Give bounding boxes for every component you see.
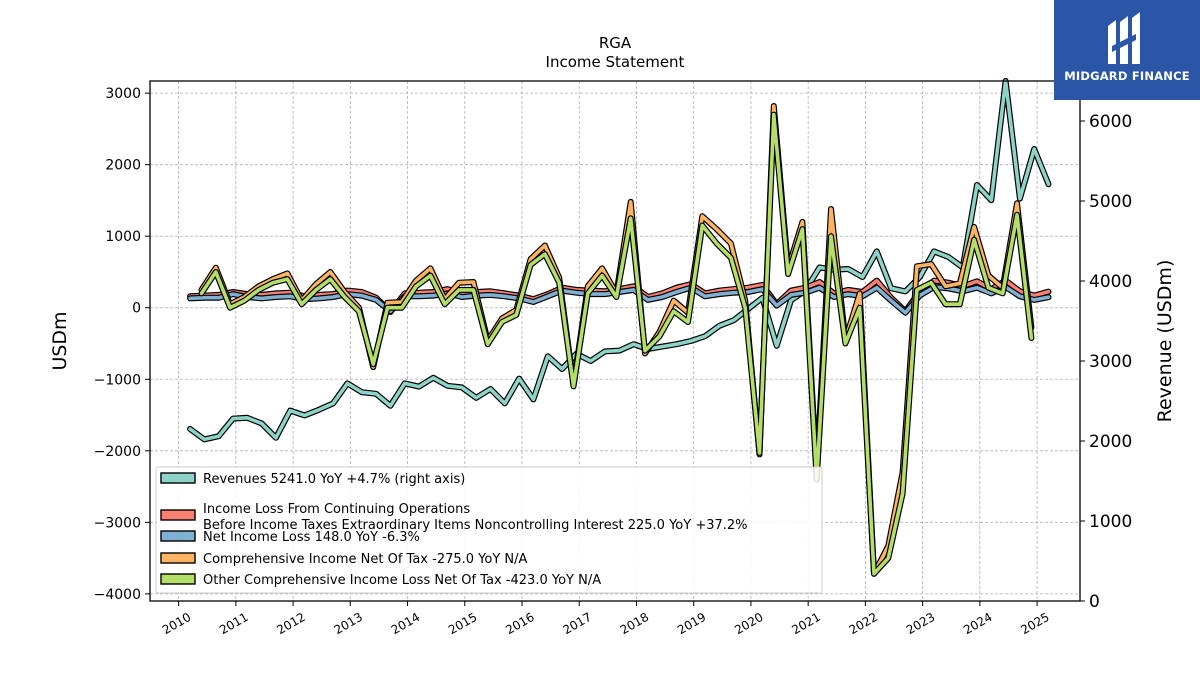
x-tick-label: 2022: [847, 610, 880, 637]
y-right-tick-label: 4000: [1089, 272, 1132, 292]
legend-label: Comprehensive Income Net Of Tax -275.0 Y…: [203, 552, 528, 567]
y-left-tick-label: −1000: [94, 372, 141, 388]
x-tick-label: 2020: [732, 610, 765, 637]
y-axis-right: 0 1000 2000 3000 4000 5000 6000: [1080, 112, 1132, 612]
x-tick-label: 2012: [274, 610, 307, 637]
y-left-tick-label: −2000: [94, 444, 141, 460]
y-axis-right-label: Revenue (USDm): [1154, 260, 1176, 423]
x-tick-label: 2018: [618, 610, 651, 637]
series-4: [198, 111, 1035, 577]
y-right-tick-label: 0: [1089, 592, 1100, 612]
legend-box: [155, 466, 823, 594]
x-tick-label: 2015: [446, 610, 479, 637]
series-0: [187, 78, 1052, 443]
series-line: [199, 112, 1034, 576]
x-tick-label: 2024: [961, 610, 994, 637]
series-line: [188, 79, 1051, 442]
legend-label: Other Comprehensive Income Loss Net Of T…: [203, 573, 601, 588]
legend: Revenues 5241.0 YoY +4.7% (right axis) In…: [155, 466, 823, 594]
legend-item: Revenues 5241.0 YoY +4.7% (right axis): [160, 472, 465, 487]
x-tick-label: 2014: [389, 610, 422, 637]
legend-label: Income Loss From Continuing Operations: [203, 502, 470, 517]
x-axis: 2010 2011 2012 2013 2014 2015 2016 2017 2018 2019…: [160, 601, 1052, 637]
x-tick-label: 2025: [1018, 610, 1051, 637]
series-layer: [187, 78, 1052, 577]
y-axis-left: −4000 −3000 −2000 −1000 0 1000 2000 3000: [94, 86, 150, 603]
legend-swatch: [160, 472, 196, 484]
y-right-tick-label: 3000: [1089, 352, 1132, 372]
brand-name: MIDGARD FINANCE: [1064, 69, 1190, 83]
legend-swatch: [160, 530, 196, 542]
legend-swatch: [160, 509, 196, 521]
x-tick-label: 2010: [160, 610, 193, 637]
grid: [150, 81, 1080, 601]
y-right-tick-label: 1000: [1089, 512, 1132, 532]
plot-frame: [149, 80, 1081, 602]
legend-label: Revenues 5241.0 YoY +4.7% (right axis): [203, 472, 465, 487]
x-tick-label: 2019: [675, 610, 708, 637]
y-left-tick-label: 2000: [105, 158, 141, 174]
legend-label: Before Income Taxes Extraordinary Items …: [203, 518, 748, 533]
legend-item: Comprehensive Income Net Of Tax -275.0 Y…: [160, 552, 528, 567]
y-left-tick-label: 3000: [105, 86, 141, 102]
x-tick-label: 2021: [789, 610, 822, 637]
brand-logo: MIDGARD FINANCE: [1054, 0, 1200, 100]
y-left-tick-label: −4000: [94, 587, 141, 603]
y-right-tick-label: 6000: [1089, 112, 1132, 132]
x-tick-label: 2016: [503, 610, 536, 637]
y-right-tick-label: 5000: [1089, 192, 1132, 212]
y-axis-left-label: USDm: [49, 311, 71, 370]
legend-swatch: [160, 552, 196, 564]
y-left-tick-label: 1000: [105, 229, 141, 245]
chart-subtitle: Income Statement: [546, 53, 685, 71]
y-left-tick-label: −3000: [94, 515, 141, 531]
legend-swatch: [160, 573, 196, 585]
x-tick-label: 2011: [217, 610, 250, 637]
legend-item: Other Comprehensive Income Loss Net Of T…: [160, 573, 601, 588]
x-tick-label: 2013: [332, 610, 365, 637]
x-tick-label: 2023: [904, 610, 937, 637]
chart-title: RGA: [599, 34, 632, 52]
legend-label: Net Income Loss 148.0 YoY -6.3%: [203, 530, 420, 545]
logo-mark-icon: [1108, 12, 1140, 64]
legend-item: Net Income Loss 148.0 YoY -6.3%: [160, 530, 420, 545]
legend-item: Income Loss From Continuing OperationsBe…: [160, 502, 748, 533]
y-right-tick-label: 2000: [1089, 432, 1132, 452]
x-tick-label: 2017: [561, 610, 594, 637]
y-left-tick-label: 0: [132, 301, 141, 317]
